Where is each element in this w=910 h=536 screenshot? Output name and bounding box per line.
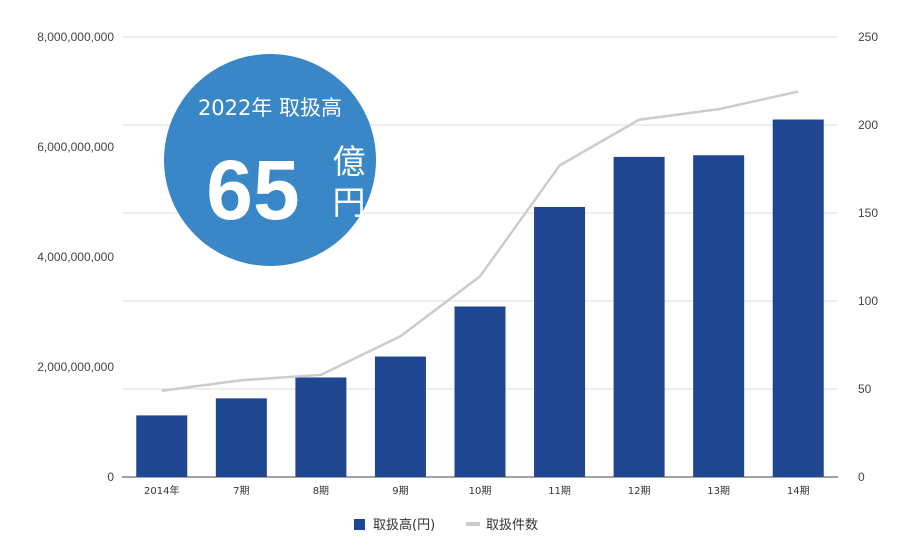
right-tick-label: 50 [858,382,872,396]
bar [295,377,347,477]
right-tick-label: 150 [858,206,878,220]
total-badge: 2022年 取扱高 65 億 円 [164,54,376,266]
left-tick-label: 6,000,000,000 [37,140,114,154]
x-tick-label: 8期 [313,485,329,497]
bar [215,398,267,477]
badge-unit-bottom: 円 [333,183,366,222]
right-tick-label: 250 [858,30,878,44]
left-tick-label: 0 [107,470,114,484]
bar [772,119,824,477]
right-tick-label: 200 [858,118,878,132]
bar-series-earnings [136,119,824,477]
right-tick-label: 100 [858,294,878,308]
bar [136,415,188,477]
x-tick-label: 11期 [548,485,571,497]
legend-label-earnings: 取扱高(円) [373,517,435,533]
right-axis-ticks: 0 50 100 150 200 250 [858,30,878,484]
x-axis-ticks: 2014年 7期 8期 9期 10期 11期 12期 13期 14期 [144,484,810,497]
bar [693,155,745,477]
line-series-count [161,90,799,392]
left-tick-label: 2,000,000,000 [37,360,114,374]
badge-circle [164,54,376,266]
legend-swatch-earnings [354,519,365,530]
x-tick-label: 10期 [469,485,492,497]
x-tick-label: 7期 [233,485,249,497]
legend: 取扱高(円) 取扱件数 [354,517,538,533]
bar [613,156,665,477]
badge-unit-top: 億 [333,142,366,181]
bar [374,356,426,477]
legend-label-count: 取扱件数 [486,518,538,533]
x-tick-label: 2014年 [144,484,179,497]
right-tick-label: 0 [858,470,865,484]
left-tick-label: 4,000,000,000 [37,250,114,264]
badge-year-text: 2022年 取扱高 [198,96,342,120]
x-tick-label: 9期 [392,485,408,497]
x-tick-label: 12期 [628,485,651,497]
bar [534,206,586,477]
badge-value: 65 [206,143,299,237]
x-tick-label: 14期 [787,485,810,497]
x-tick-label: 13期 [707,485,730,497]
bar [454,306,506,477]
left-axis-ticks: 0 2,000,000,000 4,000,000,000 6,000,000,000… [37,30,114,484]
count-line [161,90,799,392]
left-tick-label: 8,000,000,000 [37,30,114,44]
legend-swatch-count [466,522,480,526]
